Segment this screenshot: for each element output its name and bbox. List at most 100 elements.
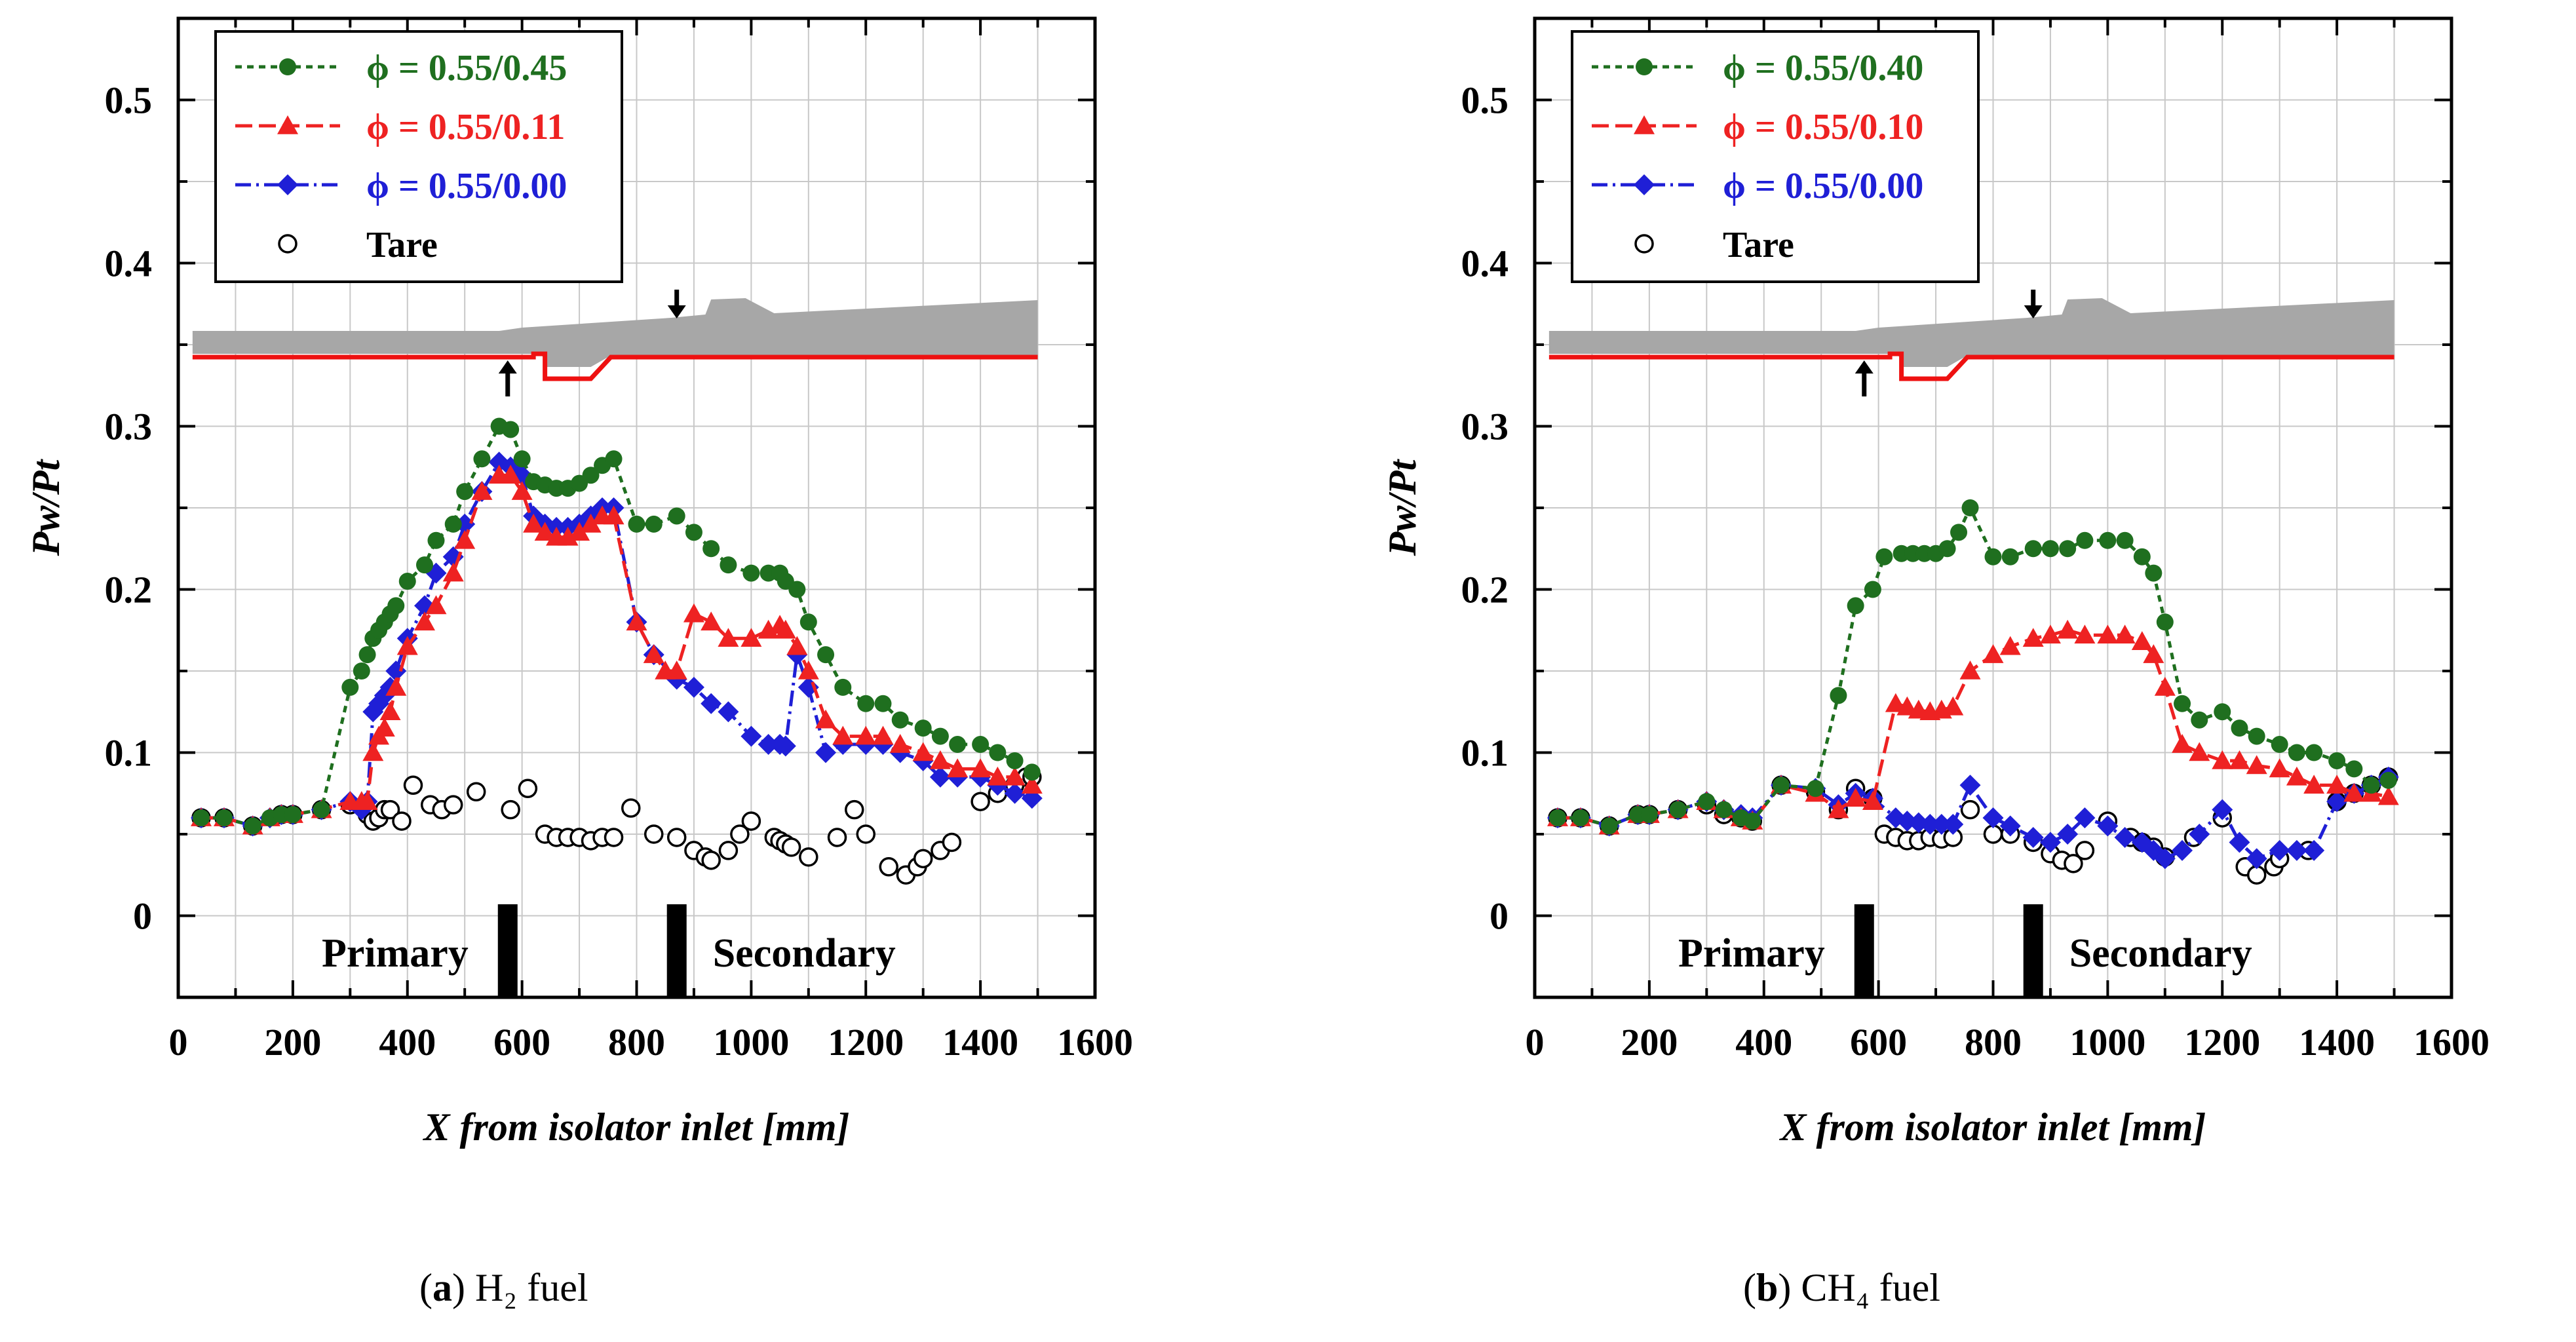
data-point [741,811,761,831]
data-point [569,522,590,541]
data-point [2143,644,2164,663]
data-point [1919,814,1941,835]
data-point [443,795,463,815]
x-axis-label: X from isolator inlet [mm] [1778,1105,2206,1149]
data-point [2022,628,2044,647]
secondary-injector-bar [2023,904,2043,996]
data-point [1942,696,1964,716]
data-point [2041,540,2059,558]
data-point [685,524,702,541]
data-point [701,611,722,631]
data-point [621,798,641,818]
x-axis-label: X from isolator inlet [mm] [422,1105,849,1149]
primary-injector-bar [1854,904,1874,996]
data-point [2189,742,2210,761]
legend-item: ϕ = 0.55/0.00 [1592,166,1923,206]
data-point [931,727,949,745]
data-point [2097,624,2119,644]
data-point [666,828,687,847]
combustor-wall-gray [192,298,1038,367]
axes-frame [1533,16,2453,999]
data-point [645,515,663,533]
data-point [971,792,990,811]
secondary-injector-arrowhead [667,305,686,318]
data-point [718,701,739,723]
data-point [403,775,423,796]
data-point [857,695,875,712]
data-point [362,742,384,761]
series-layer [190,417,1043,885]
legend-item: ϕ = 0.55/0.00 [235,166,567,206]
legend-item: Tare [278,225,438,265]
caption-text: H₂ fuel [465,1266,588,1309]
data-point [2191,711,2208,729]
data-point [2377,786,2399,805]
data-point [2326,791,2348,813]
y-tick-label: 0 [1490,895,1509,938]
data-point [815,709,837,729]
combustor-wall-red [192,351,1038,381]
data-point [2328,752,2346,769]
legend-marker [1634,115,1655,134]
data-point [1931,814,1952,835]
caption-letter: a [433,1266,452,1309]
data-point [1864,581,1881,598]
data-point [2345,760,2363,778]
data-point [2231,719,2248,737]
data-point [604,828,624,847]
data-point [518,778,538,799]
data-point [1942,814,1964,835]
primary-label: Primary [1678,931,1825,976]
data-point [1862,791,1883,810]
data-point [356,791,378,810]
data-point [2074,624,2096,644]
x-tick-label: 400 [1735,1021,1792,1064]
y-tick-label: 0.5 [105,79,153,122]
data-point [580,513,602,533]
axes-frame [176,16,1097,999]
data-point [1828,799,1849,818]
data-point [2057,824,2079,845]
chart-panel-a: Primary Secondary 0 200 400 600 800 1000 1200 140… [24,16,1133,1309]
data-point [2154,848,2176,870]
data-point [1999,636,2021,655]
data-point [473,450,491,468]
data-point [1984,548,2002,566]
primary-injector-arrowhead [1855,360,1874,374]
secondary-label: Secondary [713,931,896,976]
x-tick-label: 1000 [713,1021,789,1064]
legend: ϕ = 0.55/0.40 ϕ = 0.55/0.10 ϕ = 0.55/0.00 T… [1571,30,1980,283]
data-point [781,837,801,857]
data-point [2001,548,2019,566]
y-tick-label: 0.1 [1461,732,1509,775]
data-point [2131,631,2153,650]
data-point [668,507,685,525]
y-tick-label: 0.1 [105,732,153,775]
legend-item: Tare [1634,225,1794,265]
data-point [2076,531,2094,549]
data-point [374,718,395,737]
data-point [832,725,854,745]
legend: ϕ = 0.55/0.45 ϕ = 0.55/0.11 ϕ = 0.55/0.00 T… [214,30,623,283]
data-point [1959,661,1981,680]
data-point [2172,839,2193,861]
data-point [815,742,837,763]
data-point [1982,644,2004,663]
data-point [2174,695,2191,712]
data-point [643,644,664,663]
data-point [396,636,418,655]
legend-label: ϕ = 0.55/0.45 [366,48,567,88]
data-point [2212,750,2233,769]
caption-text: CH₄ fuel [1791,1266,1940,1309]
data-point [2286,766,2307,786]
data-point [2246,848,2267,870]
data-point [2246,755,2267,775]
data-point [1938,540,1956,558]
legend-marker [1634,174,1655,195]
data-point [2114,826,2136,848]
series-triangle [190,465,1043,835]
data-point [192,809,210,827]
y-tick-label: 0.2 [1461,569,1509,611]
legend-item: ϕ = 0.55/0.10 [1592,107,1923,147]
